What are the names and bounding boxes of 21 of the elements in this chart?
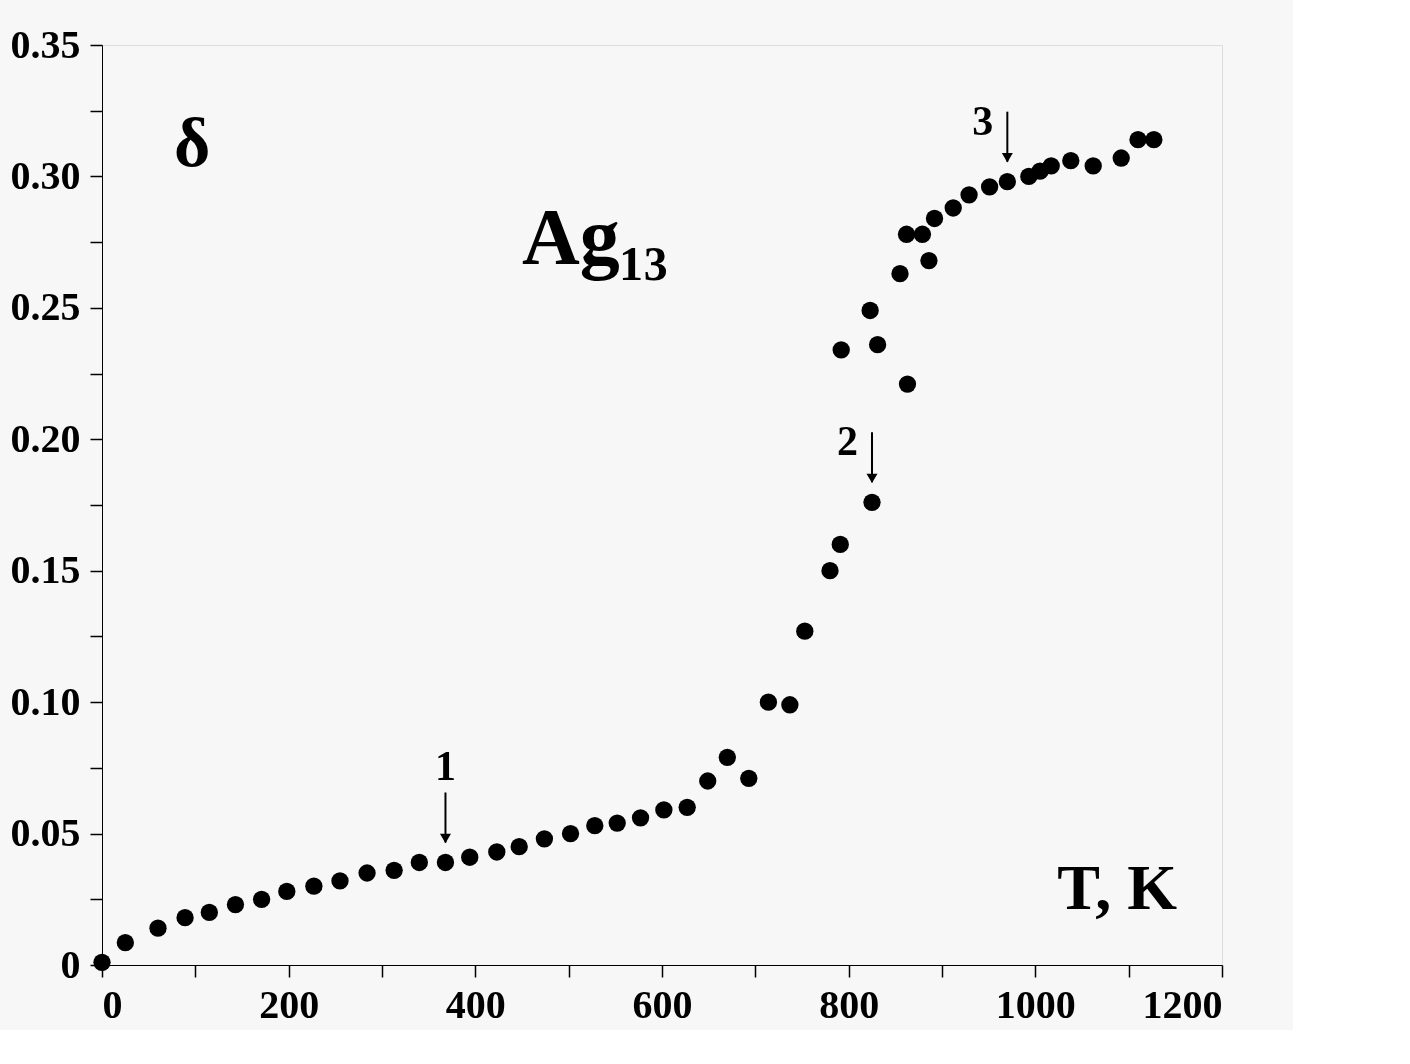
text: Ag₁₃ [522,193,668,281]
x-tick-label: 0 [102,981,123,1027]
y-tick-label: 0.25 [10,284,81,330]
x-tick-label: 600 [632,981,693,1027]
y-tick-label: 0.15 [10,547,81,593]
y-tick-label: 0.05 [10,810,81,856]
y-tick-label: 0.35 [10,21,81,67]
y-tick-label: 0.20 [10,415,81,461]
annotation: 3 [972,97,994,144]
y-axis-title: δ [174,104,211,181]
y-tick-label: 0.30 [10,152,81,198]
y-tick-label: 0.10 [10,678,81,724]
x-tick-label: 1200 [1142,981,1223,1027]
x-tick-label: 1000 [995,981,1076,1027]
x-tick-label: 400 [445,981,506,1027]
x-tick-label: 200 [259,981,320,1027]
annotation: 1 [434,743,456,790]
x-axis-title: T, K [1057,852,1178,923]
x-tick-label: 800 [819,981,880,1027]
annotation: 2 [837,418,858,465]
y-tick-label: 0 [60,941,81,987]
